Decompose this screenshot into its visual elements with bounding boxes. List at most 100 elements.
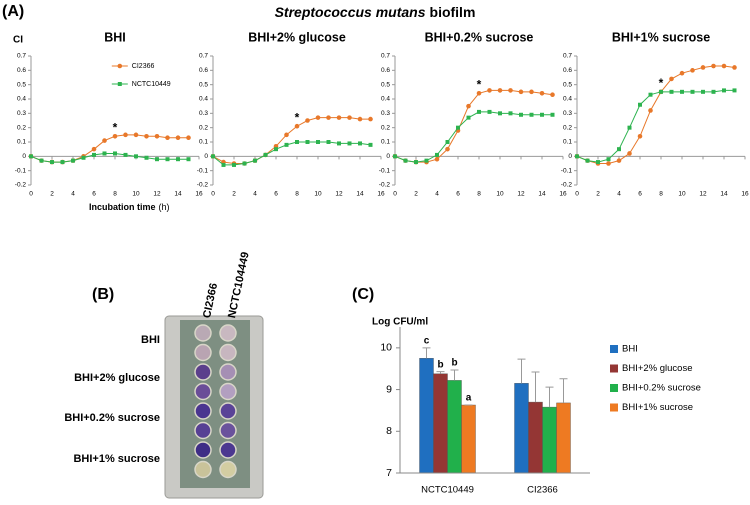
x-tick-label: 2 bbox=[50, 191, 54, 198]
data-point bbox=[263, 152, 268, 157]
error-bar bbox=[517, 358, 526, 384]
bar bbox=[542, 406, 557, 474]
data-point bbox=[585, 158, 590, 163]
significance-letter: b bbox=[451, 358, 457, 369]
data-point bbox=[487, 109, 492, 114]
error-bar bbox=[436, 371, 445, 374]
data-point bbox=[637, 133, 643, 139]
data-point bbox=[498, 111, 502, 116]
y-tick-label: 0.6 bbox=[199, 67, 208, 74]
x-tick-label: CI2366 bbox=[527, 485, 558, 496]
series-line bbox=[394, 89, 553, 163]
plate-well bbox=[219, 324, 237, 342]
x-tick-label: 12 bbox=[699, 191, 707, 198]
data-point bbox=[315, 115, 321, 120]
x-tick-label: 0 bbox=[393, 191, 397, 198]
plate-well bbox=[194, 324, 212, 342]
y-axis-label: Log CFU/ml bbox=[372, 317, 428, 328]
data-point bbox=[102, 138, 107, 143]
data-point bbox=[81, 155, 86, 160]
error-bar bbox=[422, 347, 431, 359]
data-point bbox=[648, 92, 653, 97]
data-point bbox=[50, 160, 54, 165]
y-tick-label: 0.2 bbox=[17, 124, 26, 131]
chart-title: BHI+1% sucrose bbox=[612, 30, 710, 44]
data-point bbox=[316, 140, 320, 144]
significance-letter: b bbox=[437, 359, 443, 370]
data-point bbox=[176, 157, 180, 162]
significance-mark: * bbox=[477, 77, 482, 91]
data-point bbox=[414, 160, 418, 165]
error-bar bbox=[531, 371, 540, 403]
bar bbox=[461, 404, 476, 474]
data-point bbox=[445, 146, 450, 152]
y-tick-label: 0.7 bbox=[199, 53, 208, 60]
x-axis-label-name: Incubation time bbox=[89, 202, 156, 212]
x-tick-label: 0 bbox=[29, 191, 33, 198]
data-point bbox=[39, 158, 44, 163]
y-axis-label: CI bbox=[13, 35, 23, 46]
x-tick-label: 4 bbox=[617, 191, 621, 198]
data-point bbox=[91, 146, 97, 152]
y-tick-label: 9 bbox=[386, 383, 392, 395]
x-tick-label: 16 bbox=[195, 191, 203, 198]
data-point bbox=[638, 102, 642, 107]
x-tick-label: 6 bbox=[274, 191, 278, 198]
data-point bbox=[123, 132, 128, 138]
y-tick-label: -0.1 bbox=[15, 167, 27, 174]
x-tick-label: 8 bbox=[659, 191, 663, 198]
data-point bbox=[445, 140, 450, 144]
y-tick-label: -0.2 bbox=[379, 182, 391, 189]
data-point bbox=[358, 141, 362, 146]
data-point bbox=[186, 135, 191, 140]
data-point bbox=[186, 157, 191, 162]
error-bar bbox=[450, 369, 459, 381]
error-bar bbox=[559, 378, 568, 403]
legend-label: BHI+1% sucrose bbox=[622, 402, 693, 413]
plate-photo bbox=[164, 315, 264, 499]
data-point bbox=[529, 112, 534, 117]
data-point bbox=[424, 158, 429, 163]
plate-well bbox=[219, 421, 237, 440]
data-point bbox=[477, 109, 481, 114]
y-tick-label: 0.7 bbox=[563, 53, 572, 60]
y-tick-label: 0.5 bbox=[199, 81, 208, 88]
data-point bbox=[690, 68, 695, 73]
x-tick-label: 14 bbox=[538, 191, 546, 198]
plate-well bbox=[194, 363, 212, 381]
y-tick-label: 0.4 bbox=[17, 96, 26, 103]
x-tick-label: 0 bbox=[211, 191, 215, 198]
legend-swatch bbox=[610, 384, 618, 392]
y-tick-label: 10 bbox=[380, 342, 392, 354]
data-point bbox=[347, 115, 352, 120]
series-line bbox=[576, 89, 735, 163]
data-point bbox=[606, 161, 611, 166]
x-tick-label: 12 bbox=[517, 191, 525, 198]
x-tick-label: 6 bbox=[92, 191, 96, 198]
data-point bbox=[732, 65, 737, 70]
legend-marker bbox=[117, 63, 123, 69]
y-tick-label: 0.3 bbox=[17, 110, 26, 117]
data-point bbox=[113, 151, 117, 156]
x-tick-label: 4 bbox=[253, 191, 257, 198]
x-tick-label: 0 bbox=[575, 191, 579, 198]
plate-well bbox=[194, 402, 212, 420]
legend-label: BHI+0.2% sucrose bbox=[622, 383, 701, 394]
data-point bbox=[434, 156, 440, 162]
data-point bbox=[211, 154, 215, 159]
x-axis-label-unit: (h) bbox=[159, 202, 170, 212]
data-point bbox=[112, 133, 118, 139]
legend-label: BHI+2% glucose bbox=[622, 363, 693, 374]
y-tick-label: 0.2 bbox=[199, 124, 208, 131]
data-point bbox=[71, 158, 75, 163]
x-tick-label: 2 bbox=[414, 191, 418, 198]
data-point bbox=[368, 142, 373, 147]
x-tick-label: 16 bbox=[559, 191, 567, 198]
data-point bbox=[326, 115, 331, 120]
x-axis-label: Incubation time (h) bbox=[89, 202, 170, 212]
y-tick-label: 0.4 bbox=[563, 96, 572, 103]
data-point bbox=[347, 141, 352, 146]
y-tick-label: 0.4 bbox=[381, 96, 390, 103]
bar bbox=[514, 383, 529, 474]
data-point bbox=[721, 63, 727, 69]
